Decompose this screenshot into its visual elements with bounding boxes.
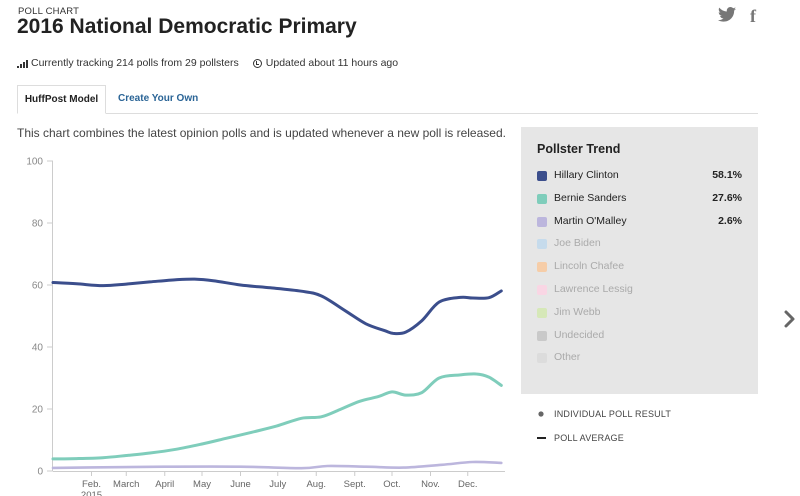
- line-icon: [537, 433, 547, 445]
- trend-name: Lincoln Chafee: [554, 260, 625, 273]
- page-eyebrow: POLL CHART: [18, 6, 80, 17]
- y-tick-label: 60: [32, 281, 44, 292]
- color-swatch: [537, 330, 547, 341]
- color-swatch: [537, 193, 547, 204]
- x-tick-label: Nov.: [421, 479, 440, 490]
- x-tick-label: July: [269, 479, 286, 490]
- x-tick-sublabel: 2015: [81, 490, 102, 496]
- y-tick-label: 20: [32, 405, 44, 416]
- color-swatch: [537, 239, 547, 250]
- x-tick-label: Aug.: [306, 479, 326, 490]
- trend-name: Other: [554, 351, 581, 364]
- poll-chart-svg: 0 20 40 60 80 100 Feb.2015 March April May June Jul…: [26, 157, 505, 496]
- trend-row[interactable]: Joe Biden: [537, 236, 742, 252]
- trend-value: 27.6%: [712, 191, 742, 204]
- clock-icon: [252, 58, 262, 68]
- color-swatch: [537, 307, 547, 318]
- poll-chart[interactable]: 0 20 40 60 80 100 Feb. 2015 March April May June Jul…: [0, 150, 510, 496]
- trend-name: Lawrence Lessig: [554, 283, 633, 295]
- series-line-bernie-sanders[interactable]: [51, 372, 503, 461]
- x-tick-label: March: [113, 479, 139, 490]
- social-links: f: [718, 7, 756, 25]
- trend-name: Jim Webb: [554, 305, 601, 318]
- x-tick-label: June: [230, 479, 251, 490]
- trend-row[interactable]: Undecided: [537, 328, 742, 344]
- series-line-martin-o-malley[interactable]: [51, 460, 503, 470]
- trend-row[interactable]: Hillary Clinton 58.1%: [537, 168, 742, 184]
- color-swatch: [537, 285, 547, 295]
- trend-name: Undecided: [554, 328, 605, 341]
- x-tick-label: April: [155, 479, 174, 490]
- trend-value: 58.1%: [712, 169, 742, 181]
- trend-name: Hillary Clinton: [554, 169, 619, 181]
- trend-row[interactable]: Martin O'Malley 2.6%: [537, 214, 742, 230]
- pollster-trend-panel: Pollster Trend Hillary Clinton 58.1% Berni…: [521, 127, 758, 394]
- trend-row[interactable]: Bernie Sanders 27.6%: [537, 191, 742, 207]
- page-title: 2016 National Democratic Primary: [17, 15, 357, 38]
- trend-value: 2.6%: [718, 214, 742, 227]
- trend-name: Bernie Sanders: [554, 191, 627, 204]
- updated-text: Updated about 11 hours ago: [265, 57, 399, 69]
- chevron-right-icon[interactable]: [783, 308, 797, 330]
- trend-row[interactable]: Lawrence Lessig: [537, 282, 742, 298]
- y-tick-label: 100: [26, 157, 43, 168]
- x-tick-label: Feb.: [82, 479, 101, 490]
- color-swatch: [537, 171, 547, 181]
- tracking-meta: Currently tracking 214 polls from 29 pol…: [17, 57, 398, 69]
- chart-description: This chart combines the latest opinion p…: [17, 126, 506, 140]
- trend-row[interactable]: Lincoln Chafee: [537, 259, 742, 275]
- x-tick-label: Sept.: [344, 479, 366, 490]
- tab-huffpost-model[interactable]: HuffPost Model: [17, 85, 106, 114]
- legend-individual-label: INDIVIDUAL POLL RESULT: [554, 409, 672, 419]
- trend-row[interactable]: Other: [537, 350, 742, 366]
- x-tick-label: May: [193, 479, 211, 490]
- color-swatch: [537, 353, 547, 364]
- panel-title: Pollster Trend: [537, 142, 621, 156]
- tracking-text: Currently tracking 214 polls from 29 pol…: [31, 57, 239, 69]
- trend-name: Martin O'Malley: [554, 214, 627, 227]
- y-tick-label: 0: [37, 467, 43, 478]
- facebook-icon[interactable]: f: [750, 6, 756, 26]
- color-swatch: [537, 216, 547, 227]
- x-tick-label: Oct.: [383, 479, 400, 490]
- twitter-icon[interactable]: [718, 7, 736, 25]
- y-tick-label: 80: [32, 219, 44, 230]
- series-line-hillary-clinton[interactable]: [51, 277, 503, 336]
- y-tick-label: 40: [32, 343, 44, 354]
- x-tick-label: Dec.: [458, 479, 478, 490]
- tab-create-your-own[interactable]: Create Your Own: [118, 93, 199, 104]
- trend-row[interactable]: Jim Webb: [537, 305, 742, 321]
- trend-name: Joe Biden: [554, 237, 601, 250]
- color-swatch: [537, 262, 547, 273]
- signal-icon: [17, 59, 28, 68]
- model-tabs: HuffPost Model Create Your Own: [17, 85, 758, 114]
- legend-average-label: POLL AVERAGE: [554, 433, 624, 443]
- dot-icon: [537, 409, 545, 421]
